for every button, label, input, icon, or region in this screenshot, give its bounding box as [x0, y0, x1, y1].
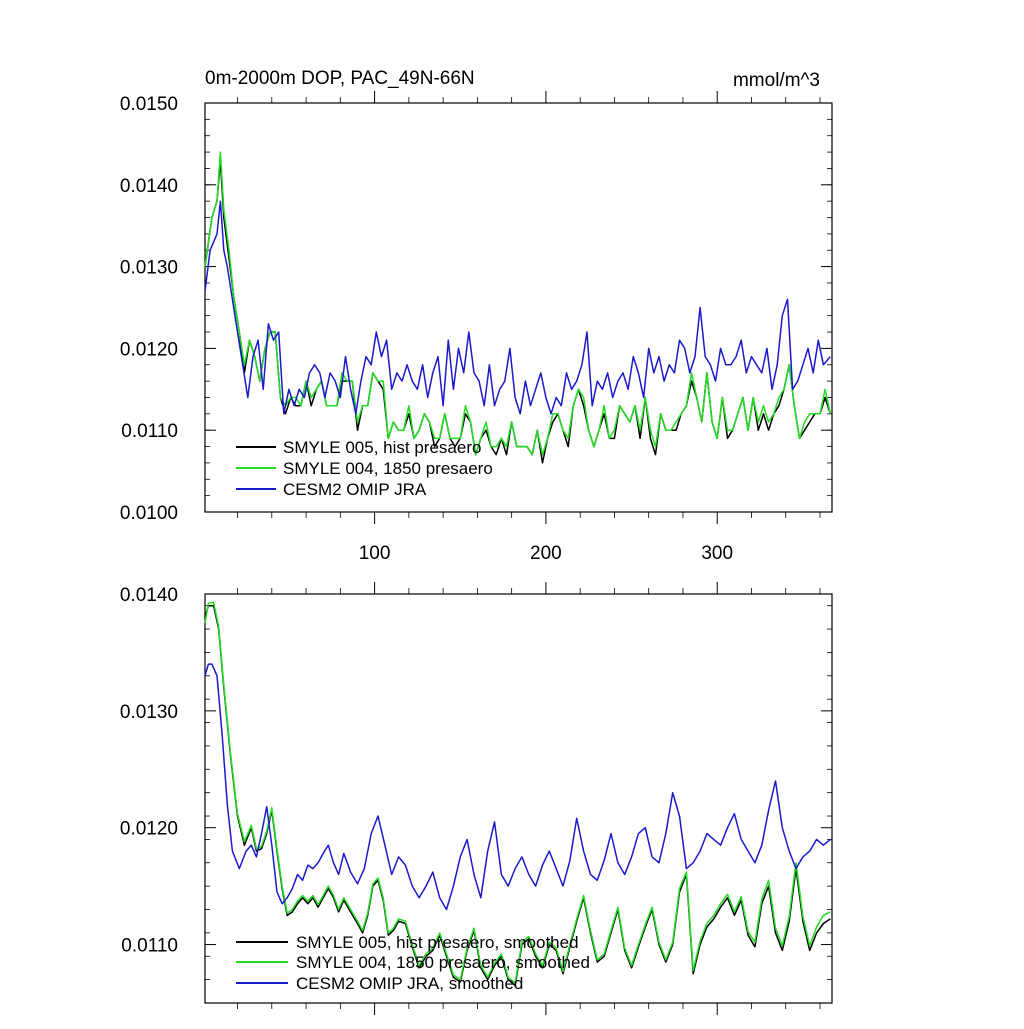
bottom-y-tick-label-0: 0.0110 — [121, 936, 178, 957]
bottom-y-tick-label-2: 0.0130 — [120, 702, 178, 723]
top-x-tick-label-2: 300 — [701, 543, 733, 564]
top-y-tick-label-0: 0.0100 — [120, 503, 178, 524]
bottom-legend-label-1: SMYLE 004, 1850 presaero, smoothed — [296, 953, 590, 972]
top-x-ticks: 100 200 300 — [237, 91, 821, 564]
bottom-y-tick-label-3: 0.0140 — [120, 585, 178, 606]
top-legend-label-2: CESM2 OMIP JRA — [283, 480, 427, 499]
bottom-series-line-0 — [204, 604, 831, 987]
top-legend: SMYLE 005, hist presaero SMYLE 004, 1850… — [236, 438, 493, 499]
top-y-tick-label-3: 0.0130 — [120, 258, 178, 279]
bottom-x-ticks — [237, 582, 821, 1015]
bottom-series-line-1 — [204, 601, 831, 984]
bottom-legend-label-0: SMYLE 005, hist presaero, smoothed — [296, 933, 579, 952]
bottom-panel: 0.0110 0.0120 0.0130 0.0140 SMYLE 005, hist… — [120, 582, 833, 1015]
top-y-tick-label-2: 0.0120 — [120, 339, 178, 360]
bottom-legend: SMYLE 005, hist presaero, smoothed SMYLE… — [236, 933, 590, 993]
top-plot-frame — [204, 102, 833, 513]
bottom-y-ticks: 0.0110 0.0120 0.0130 0.0140 — [120, 585, 832, 1004]
bottom-legend-label-2: CESM2 OMIP JRA, smoothed — [296, 974, 523, 993]
bottom-series-group — [204, 601, 831, 987]
top-plot-units: mmol/m^3 — [733, 70, 820, 91]
bottom-y-tick-label-1: 0.0120 — [120, 819, 178, 840]
top-series-line-1 — [204, 151, 832, 456]
top-panel: 0m-2000m DOP, PAC_49N-66N mmol/m^3 0.010… — [120, 68, 833, 564]
top-series-group — [204, 151, 832, 464]
top-x-tick-label-1: 200 — [530, 543, 562, 564]
bottom-plot-frame — [204, 593, 833, 1004]
top-legend-label-1: SMYLE 004, 1850 presaero — [283, 459, 493, 478]
top-series-line-2 — [204, 200, 831, 415]
top-y-tick-label-5: 0.0150 — [120, 94, 178, 115]
top-y-ticks: 0.0100 0.0110 0.0120 0.0130 0.0140 0.0150 — [120, 94, 832, 524]
top-legend-label-0: SMYLE 005, hist presaero — [283, 438, 481, 457]
top-y-tick-label-4: 0.0140 — [120, 176, 178, 197]
top-y-tick-label-1: 0.0110 — [121, 421, 178, 442]
top-x-tick-label-0: 100 — [359, 543, 391, 564]
top-plot-title: 0m-2000m DOP, PAC_49N-66N — [205, 68, 475, 89]
bottom-series-line-2 — [204, 663, 831, 911]
